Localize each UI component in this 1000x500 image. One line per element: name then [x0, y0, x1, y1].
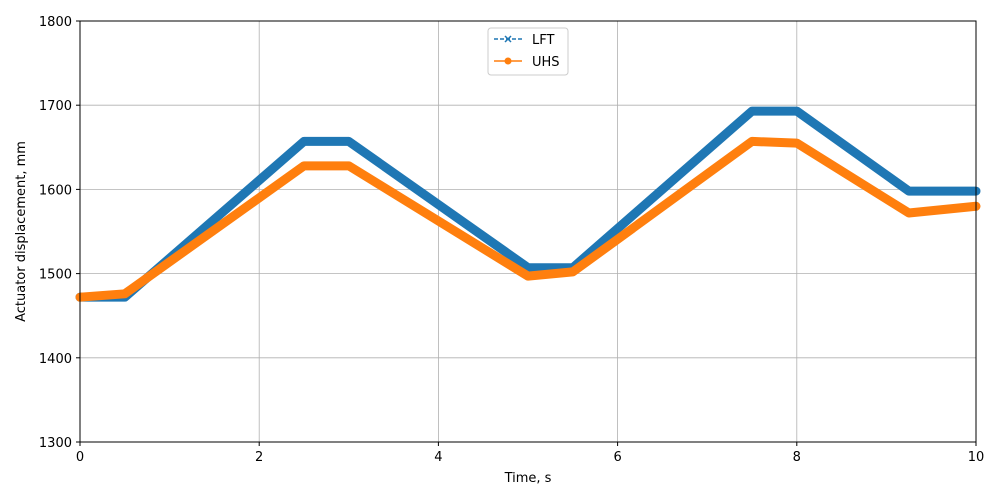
x-axis-label: Time, s: [504, 471, 552, 486]
series-uhs: [75, 136, 981, 302]
plot-frame: [79, 20, 977, 443]
data-point-uhs: [121, 290, 128, 297]
x-tick-label: 8: [793, 450, 801, 465]
legend-marker-x: [504, 35, 512, 43]
data-point-uhs: [345, 162, 352, 169]
series-line-lft: [75, 106, 981, 302]
data-point-lft: [345, 138, 352, 145]
legend-item-lft: LFT: [494, 33, 554, 48]
data-point-uhs: [793, 140, 800, 147]
data-point-uhs: [905, 209, 912, 216]
x-tick-label: 0: [76, 450, 84, 465]
y-axis-label: Actuator displacement, mm: [14, 141, 29, 322]
y-tick-label: 1600: [39, 183, 72, 198]
legend-item-uhs: UHS: [494, 55, 560, 70]
series-line-uhs: [75, 136, 981, 302]
series-layer: [75, 106, 981, 302]
data-point-lft: [749, 108, 755, 115]
data-point-lft: [793, 108, 800, 115]
y-tick-label: 1400: [39, 352, 72, 367]
data-point-uhs: [301, 162, 307, 169]
data-point-uhs: [525, 273, 531, 280]
x-tick-label: 10: [968, 450, 985, 465]
data-point-uhs: [569, 268, 576, 275]
data-point-lft: [301, 138, 307, 145]
y-tick-label: 1800: [39, 15, 72, 30]
y-tick-label: 1300: [39, 436, 72, 451]
x-tick-label: 2: [255, 450, 263, 465]
y-tick-label: 1700: [39, 99, 72, 114]
data-point-lft: [525, 264, 531, 271]
legend: LFT UHS: [487, 27, 569, 76]
legend-label: UHS: [532, 55, 560, 70]
legend-marker-circle: [504, 57, 512, 65]
data-point-uhs: [749, 138, 755, 145]
y-tick-label: 1500: [39, 268, 72, 283]
ticks: 0 2 4 6 8 10 1300 1400 1500 1600 1700 1800: [39, 15, 984, 465]
x-tick-label: 4: [434, 450, 442, 465]
data-point-lft: [905, 188, 912, 195]
legend-label: LFT: [532, 33, 554, 48]
x-tick-label: 6: [613, 450, 621, 465]
